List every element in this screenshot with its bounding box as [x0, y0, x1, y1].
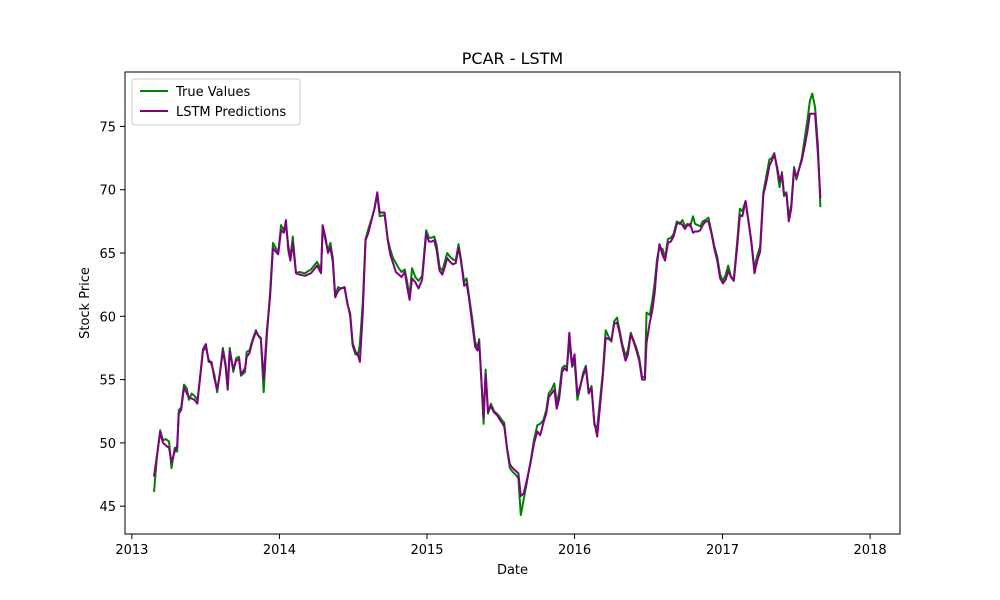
y-tick-label: 50	[99, 437, 116, 452]
x-tick-label: 2016	[558, 543, 591, 558]
y-tick-label: 75	[99, 120, 116, 135]
x-axis-label: Date	[497, 563, 528, 578]
x-axis: 2013 2014 2015 2016 2017 2018	[115, 534, 887, 558]
y-axis-label: Stock Price	[78, 267, 93, 339]
series-line-lstm-predictions	[152, 112, 822, 498]
legend-label-lstm-predictions: LSTM Predictions	[176, 105, 286, 120]
y-tick-label: 55	[99, 374, 116, 389]
legend: True Values LSTM Predictions	[131, 78, 301, 126]
y-tick-label: 70	[99, 184, 116, 199]
x-tick-label: 2015	[410, 543, 443, 558]
x-tick-label: 2014	[263, 543, 296, 558]
x-tick-label: 2013	[115, 543, 148, 558]
series-layer	[152, 92, 822, 517]
y-tick-label: 60	[99, 310, 116, 325]
legend-box	[131, 78, 301, 126]
y-axis: 45 50 55 60 65 70 75	[99, 120, 125, 515]
x-tick-label: 2017	[706, 543, 739, 558]
y-tick-label: 45	[99, 500, 116, 515]
legend-label-true-values: True Values	[175, 85, 250, 100]
chart-title: PCAR - LSTM	[462, 49, 563, 68]
plot-area-frame	[124, 71, 901, 535]
y-tick-label: 65	[99, 247, 116, 262]
x-tick-label: 2018	[854, 543, 887, 558]
